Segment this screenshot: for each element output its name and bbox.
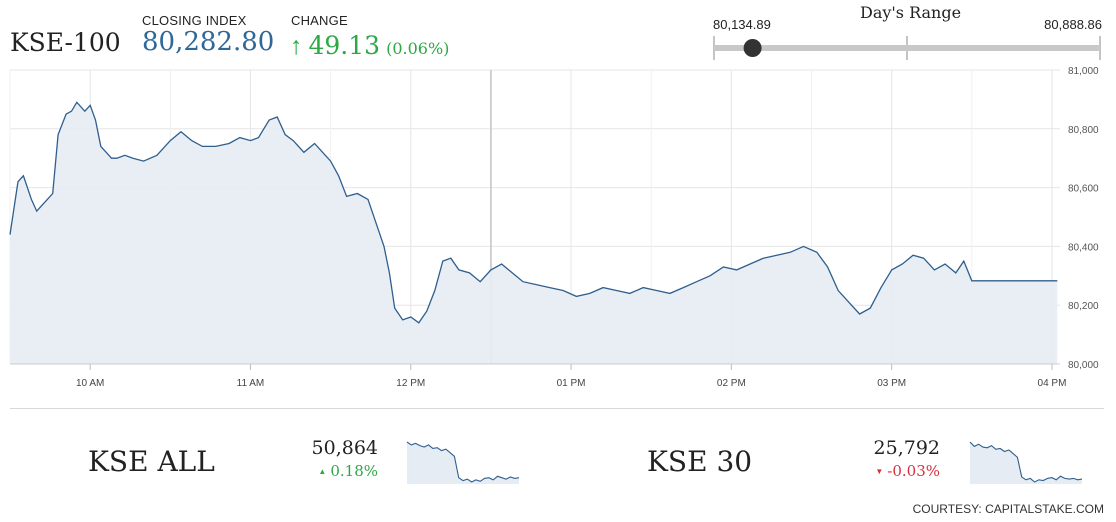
divider <box>10 408 1104 409</box>
kse-30-name: KSE 30 <box>647 445 753 478</box>
x-tick-label: 03 PM <box>877 378 906 389</box>
up-triangle-icon: ▲ <box>318 466 327 476</box>
kse-30-sparkline <box>969 441 1083 484</box>
up-arrow-icon: ↑ <box>290 32 303 60</box>
kse-30-value: 25,792 <box>873 437 940 459</box>
kse100-intraday-chart: 81,000 80,800 80,600 80,400 80,200 80,000 10 A… <box>9 66 1099 389</box>
closing-index-value: 80,282.80 <box>142 27 275 57</box>
days-range-slider <box>713 36 1101 60</box>
kse-all-change-value: 0.18% <box>330 462 378 480</box>
x-tick-label: 02 PM <box>717 378 746 389</box>
kse-all-name: KSE ALL <box>88 445 215 478</box>
x-tick-label: 01 PM <box>557 378 586 389</box>
kse-30-change: ▼ -0.03% <box>840 462 940 480</box>
closing-index-label: CLOSING INDEX <box>142 13 247 28</box>
x-tick-label: 11 AM <box>237 378 265 389</box>
days-range-title: Day's Range <box>860 3 962 22</box>
x-tick-label: 04 PM <box>1038 378 1067 389</box>
change-label: CHANGE <box>291 13 348 28</box>
index-name: KSE-100 <box>10 28 121 57</box>
range-track <box>714 45 1100 51</box>
change-percent: (0.06%) <box>386 39 450 58</box>
y-tick-label: 80,800 <box>1068 125 1099 136</box>
y-tick-label: 81,000 <box>1068 66 1099 77</box>
sparkline-line <box>406 441 520 483</box>
x-tick-label: 12 PM <box>396 378 425 389</box>
kse-all-sparkline <box>406 441 520 484</box>
days-range-low: 80,134.89 <box>713 17 771 32</box>
y-tick-label: 80,600 <box>1068 184 1099 195</box>
y-tick-label: 80,400 <box>1068 242 1099 253</box>
sparkline-area <box>970 442 1082 484</box>
sparkline-area <box>407 442 519 484</box>
x-tick-label: 10 AM <box>76 378 104 389</box>
kse-all-change: ▲ 0.18% <box>290 462 378 480</box>
kse-all-value: 50,864 <box>311 437 378 459</box>
sparkline-line <box>969 441 1083 483</box>
kse-30-change-value: -0.03% <box>887 462 940 480</box>
days-range-high: 80,888.86 <box>1044 17 1102 32</box>
courtesy-text: COURTESY: CAPITALSTAKE.COM <box>912 502 1104 516</box>
down-triangle-icon: ▼ <box>875 466 884 476</box>
y-tick-label: 80,200 <box>1068 301 1099 312</box>
change-value: 49.13 <box>308 31 381 60</box>
change-group: ↑ 49.13 (0.06%) <box>290 31 449 61</box>
kse100-area <box>10 102 1058 365</box>
kse100-line <box>9 101 1058 324</box>
y-tick-label: 80,000 <box>1068 360 1099 371</box>
range-marker <box>743 39 762 57</box>
